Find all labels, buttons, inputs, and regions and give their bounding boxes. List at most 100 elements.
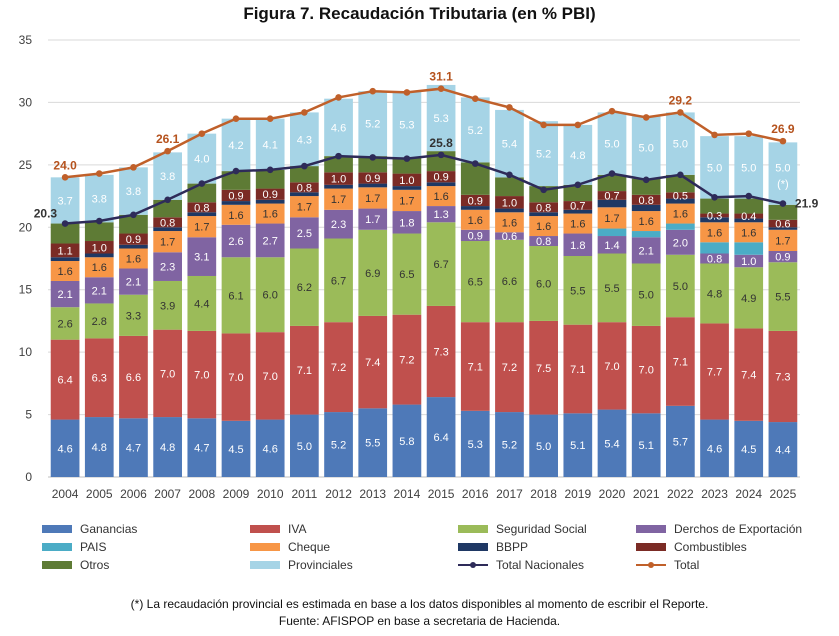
segment-label-iva: 6.4 <box>57 375 72 387</box>
legend-item-bbpp: BBPP <box>458 540 636 554</box>
bar-segment-pais <box>700 242 729 254</box>
segment-label-ganancias: 5.2 <box>502 440 517 452</box>
segment-label-seguridad: 3.9 <box>160 300 175 312</box>
bar-segment-bbpp <box>84 253 114 258</box>
bar-segment-derechos <box>426 206 456 223</box>
point-label-total_nacionales: 21.9 <box>795 197 819 211</box>
bar-segment-iva <box>50 339 80 420</box>
segment-label-provinciales: 4.1 <box>263 139 278 151</box>
bar-segment-derechos <box>700 253 729 264</box>
bar-segment-otros <box>700 198 729 214</box>
bar-segment-derechos <box>631 237 661 264</box>
bar-segment-combustibles <box>700 213 729 218</box>
bar-segment-iva <box>119 335 148 419</box>
bar-segment-bbpp <box>563 209 593 214</box>
bar-segment-seguridad <box>221 257 251 334</box>
bar-segment-seguridad <box>426 222 456 306</box>
bar-segment-bbpp <box>187 212 217 217</box>
segment-label-cheque: 1.6 <box>639 216 654 228</box>
segment-label-iva: 7.1 <box>297 365 312 377</box>
bar-segment-iva <box>631 325 661 414</box>
bar-segment-otros <box>392 157 422 174</box>
point-total <box>164 147 171 155</box>
segment-label-provinciales: 4.3 <box>297 134 312 146</box>
bar-segment-otros <box>119 214 148 234</box>
legend-item-derechos: Derchos de Exportación <box>636 522 832 536</box>
point-total_nacionales <box>437 151 445 159</box>
segment-label-combustibles: 0.6 <box>775 219 790 231</box>
bar-segment-derechos <box>563 233 593 257</box>
segment-label-seguridad: 5.5 <box>570 285 585 297</box>
legend-label: Ganancias <box>80 522 138 536</box>
segment-label-ganancias: 4.5 <box>228 444 243 456</box>
point-total_nacionales <box>266 166 274 174</box>
bar-segment-seguridad <box>50 307 80 340</box>
point-total <box>301 109 308 116</box>
bar-segment-seguridad <box>768 262 798 331</box>
segment-label-ganancias: 5.1 <box>570 440 585 452</box>
bar-segment-provinciales <box>563 124 593 185</box>
bar-segment-combustibles <box>392 173 422 187</box>
bar-segment-cheque <box>324 188 353 210</box>
segment-label-cheque: 1.7 <box>399 195 414 207</box>
bar-segment-ganancias <box>290 414 319 477</box>
x-tick-label: 2004 <box>52 487 79 501</box>
bar-segment-cheque <box>666 203 695 224</box>
bar-segment-iva <box>255 332 285 420</box>
bar-segment-derechos <box>119 268 148 295</box>
bar-segment-cheque <box>426 186 456 207</box>
segment-label-seguridad: 6.5 <box>468 277 483 289</box>
segment-label-iva: 7.2 <box>502 362 517 374</box>
x-tick-label: 2011 <box>291 487 317 501</box>
bar-segment-provinciales <box>392 91 422 158</box>
point-total <box>642 114 650 121</box>
bar-segment-iva <box>358 315 388 409</box>
bar-segment-provinciales <box>290 112 319 167</box>
bar-segment-iva <box>290 325 319 415</box>
segment-label-derechos: 0.9 <box>775 252 790 264</box>
bar-segment-derechos <box>529 236 558 247</box>
segment-label-combustibles: 0.9 <box>126 234 141 246</box>
bar-segment-cheque <box>84 257 114 278</box>
segment-label-derechos: 2.1 <box>57 289 72 301</box>
legend-item-combustibles: Combustibles <box>636 540 832 554</box>
bar-segment-derechos <box>84 277 114 304</box>
segment-label-cheque: 1.7 <box>775 235 790 247</box>
bar-segment-bbpp <box>734 218 764 223</box>
bar-segment-cheque <box>529 216 558 237</box>
segment-label-provinciales: 5.2 <box>536 149 551 161</box>
legend-label: BBPP <box>496 540 529 554</box>
bar-segment-combustibles <box>631 194 661 205</box>
segment-label-ganancias: 5.3 <box>468 439 483 451</box>
segment-label-derechos: 1.3 <box>433 209 448 221</box>
segment-label-ganancias: 5.1 <box>639 440 654 452</box>
bar-segment-ganancias <box>460 410 490 477</box>
bar-segment-pais <box>734 242 764 255</box>
legend: Ganancias IVA Seguridad Social Derchos de E… <box>42 522 832 572</box>
bar-segment-cheque <box>119 248 148 269</box>
bar-segment-bbpp <box>221 201 251 205</box>
bar-segment-combustibles <box>426 171 456 183</box>
bar-segment-derechos <box>255 223 285 258</box>
segment-label-provinciales: 3.8 <box>160 171 175 183</box>
point-total_nacionales <box>608 170 616 177</box>
segment-label-iva: 6.6 <box>126 372 141 384</box>
bar-segment-ganancias <box>563 413 593 477</box>
bar-segment-otros <box>495 177 524 197</box>
bar-segment-ganancias <box>734 420 764 477</box>
segment-label-provinciales: 5.0 <box>775 163 790 175</box>
segment-label-seguridad: 5.0 <box>673 281 688 293</box>
bar-segment-otros <box>597 174 627 192</box>
segment-label-cheque: 1.6 <box>433 191 448 203</box>
segment-label-provinciales: 5.2 <box>365 119 380 131</box>
bar-segment-derechos <box>597 236 627 254</box>
bar-segment-combustibles <box>50 243 80 258</box>
x-tick-label: 2012 <box>325 487 352 501</box>
point-total <box>711 131 718 139</box>
segment-label-derechos: 3.1 <box>194 252 209 264</box>
point-total_nacionales <box>95 217 103 225</box>
bar-segment-iva <box>666 317 695 406</box>
bar-segment-provinciales <box>768 142 798 205</box>
segment-label-seguridad: 6.1 <box>228 290 243 302</box>
segment-label-derechos: 2.0 <box>673 237 688 249</box>
